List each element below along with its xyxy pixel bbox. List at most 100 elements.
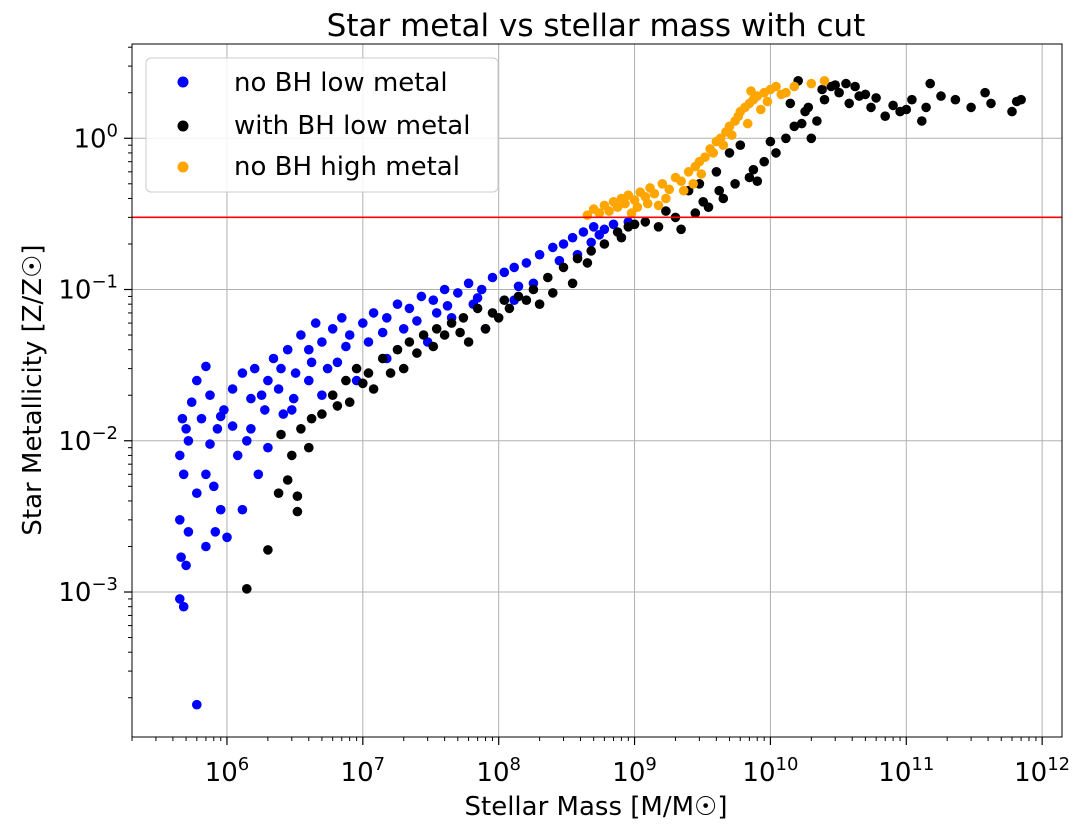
point-with-bh-low-metal — [888, 100, 898, 111]
point-no-bh-low-metal — [246, 424, 256, 434]
point-with-bh-low-metal — [966, 102, 976, 113]
point-with-bh-low-metal — [287, 450, 297, 461]
point-with-bh-low-metal — [1011, 96, 1022, 107]
point-with-bh-low-metal — [796, 118, 807, 129]
point-with-bh-low-metal — [317, 409, 327, 419]
point-with-bh-low-metal — [567, 278, 578, 289]
point-no-bh-low-metal — [176, 552, 186, 562]
point-with-bh-low-metal — [558, 262, 569, 273]
point-with-bh-low-metal — [850, 81, 860, 92]
point-with-bh-low-metal — [582, 258, 593, 268]
point-no-bh-high-metal — [653, 200, 664, 211]
point-no-bh-low-metal — [567, 232, 578, 243]
point-no-bh-low-metal — [212, 424, 223, 434]
point-no-bh-high-metal — [661, 193, 671, 204]
point-with-bh-low-metal — [950, 94, 961, 105]
point-with-bh-low-metal — [986, 98, 996, 109]
point-with-bh-low-metal — [714, 185, 724, 196]
point-no-bh-low-metal — [227, 421, 238, 431]
point-no-bh-low-metal — [398, 324, 409, 334]
point-with-bh-low-metal — [306, 413, 317, 424]
point-with-bh-low-metal — [385, 368, 396, 378]
point-with-bh-low-metal — [263, 545, 273, 555]
point-with-bh-low-metal — [781, 133, 791, 144]
grid-lines — [132, 44, 1062, 737]
point-with-bh-low-metal — [463, 337, 474, 347]
x-tick-label: 108 — [476, 754, 521, 788]
point-with-bh-low-metal — [499, 295, 510, 306]
point-no-bh-low-metal — [487, 272, 498, 283]
point-no-bh-low-metal — [201, 541, 211, 552]
point-no-bh-low-metal — [232, 450, 243, 461]
point-with-bh-low-metal — [455, 327, 465, 338]
point-with-bh-low-metal — [785, 98, 796, 109]
point-no-bh-low-metal — [263, 442, 273, 453]
legend-box — [145, 57, 499, 193]
point-no-bh-low-metal — [431, 308, 442, 318]
point-no-bh-low-metal — [472, 293, 483, 303]
point-no-bh-high-metal — [642, 198, 653, 209]
point-with-bh-low-metal — [327, 390, 338, 401]
point-no-bh-low-metal — [453, 288, 463, 298]
point-with-bh-low-metal — [860, 89, 871, 100]
point-no-bh-low-metal — [499, 267, 510, 278]
point-with-bh-low-metal — [292, 506, 303, 517]
point-no-bh-low-metal — [306, 357, 317, 368]
point-no-bh-low-metal — [296, 330, 306, 340]
point-with-bh-low-metal — [744, 172, 755, 183]
point-with-bh-low-metal — [690, 208, 701, 218]
point-with-bh-low-metal — [504, 303, 515, 314]
point-with-bh-low-metal — [661, 206, 671, 216]
point-no-bh-low-metal — [278, 409, 289, 419]
point-no-bh-high-metal — [683, 167, 694, 177]
legend: no BH low metal with BH low metal no BH … — [145, 57, 499, 193]
point-no-bh-low-metal — [215, 411, 226, 422]
point-with-bh-low-metal — [480, 324, 491, 334]
point-with-bh-low-metal — [653, 222, 664, 232]
point-with-bh-low-metal — [242, 584, 252, 594]
point-no-bh-low-metal — [290, 368, 301, 378]
point-with-bh-low-metal — [803, 102, 814, 113]
point-no-bh-low-metal — [183, 436, 194, 446]
point-no-bh-high-metal — [771, 81, 781, 92]
point-no-bh-low-metal — [249, 363, 260, 374]
point-no-bh-high-metal — [708, 148, 719, 158]
point-with-bh-low-metal — [412, 348, 422, 358]
point-with-bh-low-metal — [724, 148, 735, 158]
point-no-bh-low-metal — [178, 469, 189, 480]
point-no-bh-low-metal — [412, 316, 422, 326]
point-no-bh-low-metal — [181, 560, 191, 571]
data-points — [175, 76, 1026, 710]
point-with-bh-low-metal — [759, 156, 769, 167]
plot-frame — [131, 43, 1063, 738]
point-no-bh-low-metal — [196, 413, 207, 424]
point-with-bh-low-metal — [599, 239, 610, 249]
point-no-bh-low-metal — [186, 397, 197, 408]
point-no-bh-low-metal — [363, 337, 374, 347]
point-with-bh-low-metal — [548, 288, 558, 298]
point-no-bh-low-metal — [310, 318, 321, 328]
legend-marker-no-bh-low-metal — [177, 76, 189, 88]
point-with-bh-low-metal — [752, 176, 763, 186]
point-no-bh-low-metal — [521, 258, 532, 268]
legend-label-no-bh-low-metal: no BH low metal — [234, 68, 448, 98]
legend-marker-no-bh-high-metal — [177, 161, 189, 173]
point-no-bh-low-metal — [288, 393, 299, 404]
point-with-bh-low-metal — [363, 368, 374, 378]
point-no-bh-low-metal — [246, 393, 256, 404]
legend-marker-with-bh-low-metal — [177, 120, 189, 132]
point-with-bh-low-metal — [572, 253, 583, 264]
point-no-bh-low-metal — [317, 337, 327, 347]
point-no-bh-low-metal — [586, 237, 596, 248]
point-no-bh-low-metal — [175, 450, 185, 461]
point-no-bh-low-metal — [548, 242, 558, 253]
point-with-bh-low-metal — [629, 219, 640, 230]
point-with-bh-low-metal — [392, 344, 403, 355]
point-no-bh-low-metal — [588, 222, 599, 232]
point-with-bh-low-metal — [276, 429, 286, 440]
point-with-bh-low-metal — [806, 133, 817, 144]
point-with-bh-low-metal — [351, 363, 362, 374]
point-no-bh-low-metal — [215, 504, 226, 515]
point-no-bh-low-metal — [227, 384, 238, 394]
point-with-bh-low-metal — [304, 442, 314, 453]
